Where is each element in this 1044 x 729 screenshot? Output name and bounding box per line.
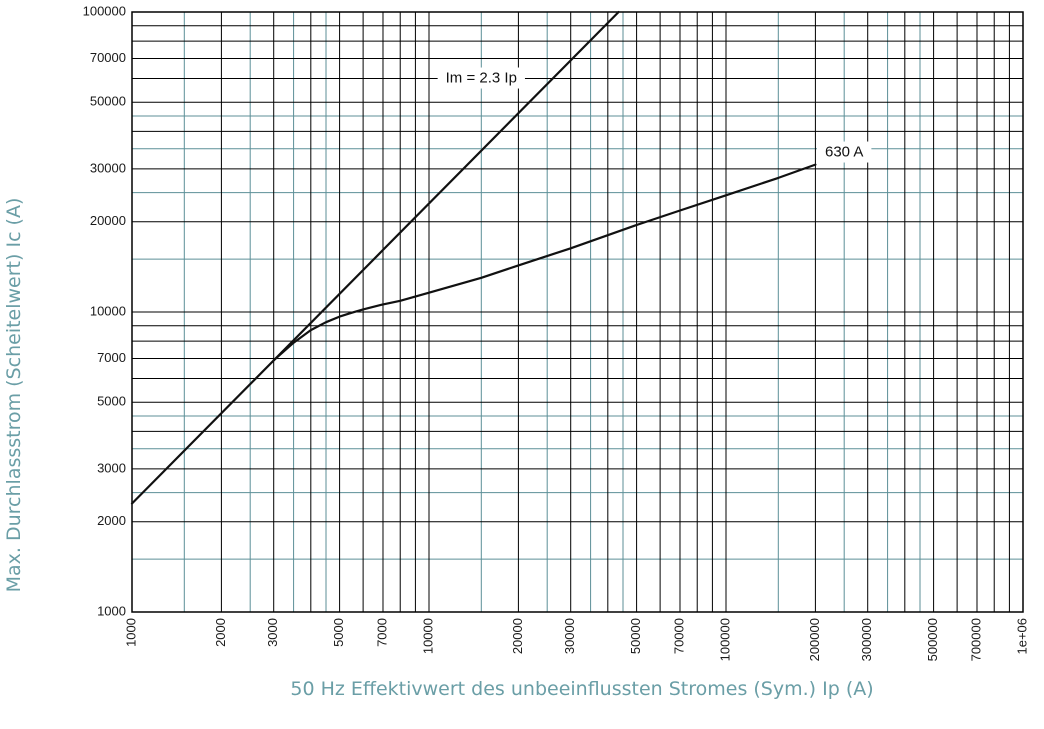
series-line-1 bbox=[272, 163, 817, 362]
x-tick-label: 500000 bbox=[925, 618, 940, 661]
y-axis-title: Max. Durchlassstrom (Scheitelwert) Ic (A… bbox=[3, 198, 25, 593]
x-tick-label: 10000 bbox=[420, 618, 435, 654]
x-tick-label: 200000 bbox=[807, 618, 822, 661]
annotation-bg bbox=[817, 141, 872, 163]
y-tick-label: 1000 bbox=[97, 603, 126, 618]
series-line-0 bbox=[130, 10, 620, 505]
minor-grid bbox=[132, 12, 1023, 612]
x-tick-label: 1e+06 bbox=[1014, 618, 1029, 655]
x-tick-label: 100000 bbox=[717, 618, 732, 661]
y-tick-label: 20000 bbox=[90, 213, 126, 228]
x-tick-label: 7000 bbox=[374, 618, 389, 647]
y-tick-labels: 1000 2000 3000 5000 7000 10000 20000 30000 50000… bbox=[83, 3, 126, 618]
x-tick-label: 2000 bbox=[213, 618, 228, 647]
annotation-1: 630 A bbox=[817, 141, 872, 163]
x-tick-label: 3000 bbox=[265, 618, 280, 647]
annotation-label: Im = 2.3 Ip bbox=[446, 70, 517, 87]
x-tick-label: 1000 bbox=[123, 618, 138, 647]
x-tick-labels: 1000 2000 3000 5000 7000 10000 20000 30000 50000… bbox=[123, 618, 1029, 661]
x-tick-label: 20000 bbox=[510, 618, 525, 654]
plot-frame bbox=[131, 11, 1024, 613]
y-tick-label: 3000 bbox=[97, 460, 126, 475]
annotations: Im = 2.3 Ip 630 A bbox=[437, 67, 872, 163]
annotation-label: 630 A bbox=[825, 144, 863, 161]
series-layer bbox=[130, 10, 817, 505]
annotation-bg bbox=[437, 67, 525, 89]
y-tick-label: 70000 bbox=[90, 50, 126, 65]
x-tick-label: 5000 bbox=[331, 618, 346, 647]
x-tick-label: 70000 bbox=[671, 618, 686, 654]
y-tick-label: 2000 bbox=[97, 513, 126, 528]
annotation-0: Im = 2.3 Ip bbox=[437, 67, 525, 89]
y-tick-label: 10000 bbox=[90, 303, 126, 318]
major-grid bbox=[132, 12, 1023, 612]
y-tick-label: 7000 bbox=[97, 350, 126, 365]
x-tick-label: 300000 bbox=[859, 618, 874, 661]
y-tick-label: 50000 bbox=[90, 94, 126, 109]
y-tick-label: 30000 bbox=[90, 160, 126, 175]
x-tick-label: 30000 bbox=[562, 618, 577, 654]
x-axis-title: 50 Hz Effektivwert des unbeeinflussten S… bbox=[290, 678, 873, 700]
x-tick-label: 700000 bbox=[968, 618, 983, 661]
x-tick-label: 50000 bbox=[628, 618, 643, 654]
y-tick-label: 100000 bbox=[83, 3, 126, 18]
y-tick-label: 5000 bbox=[97, 394, 126, 409]
